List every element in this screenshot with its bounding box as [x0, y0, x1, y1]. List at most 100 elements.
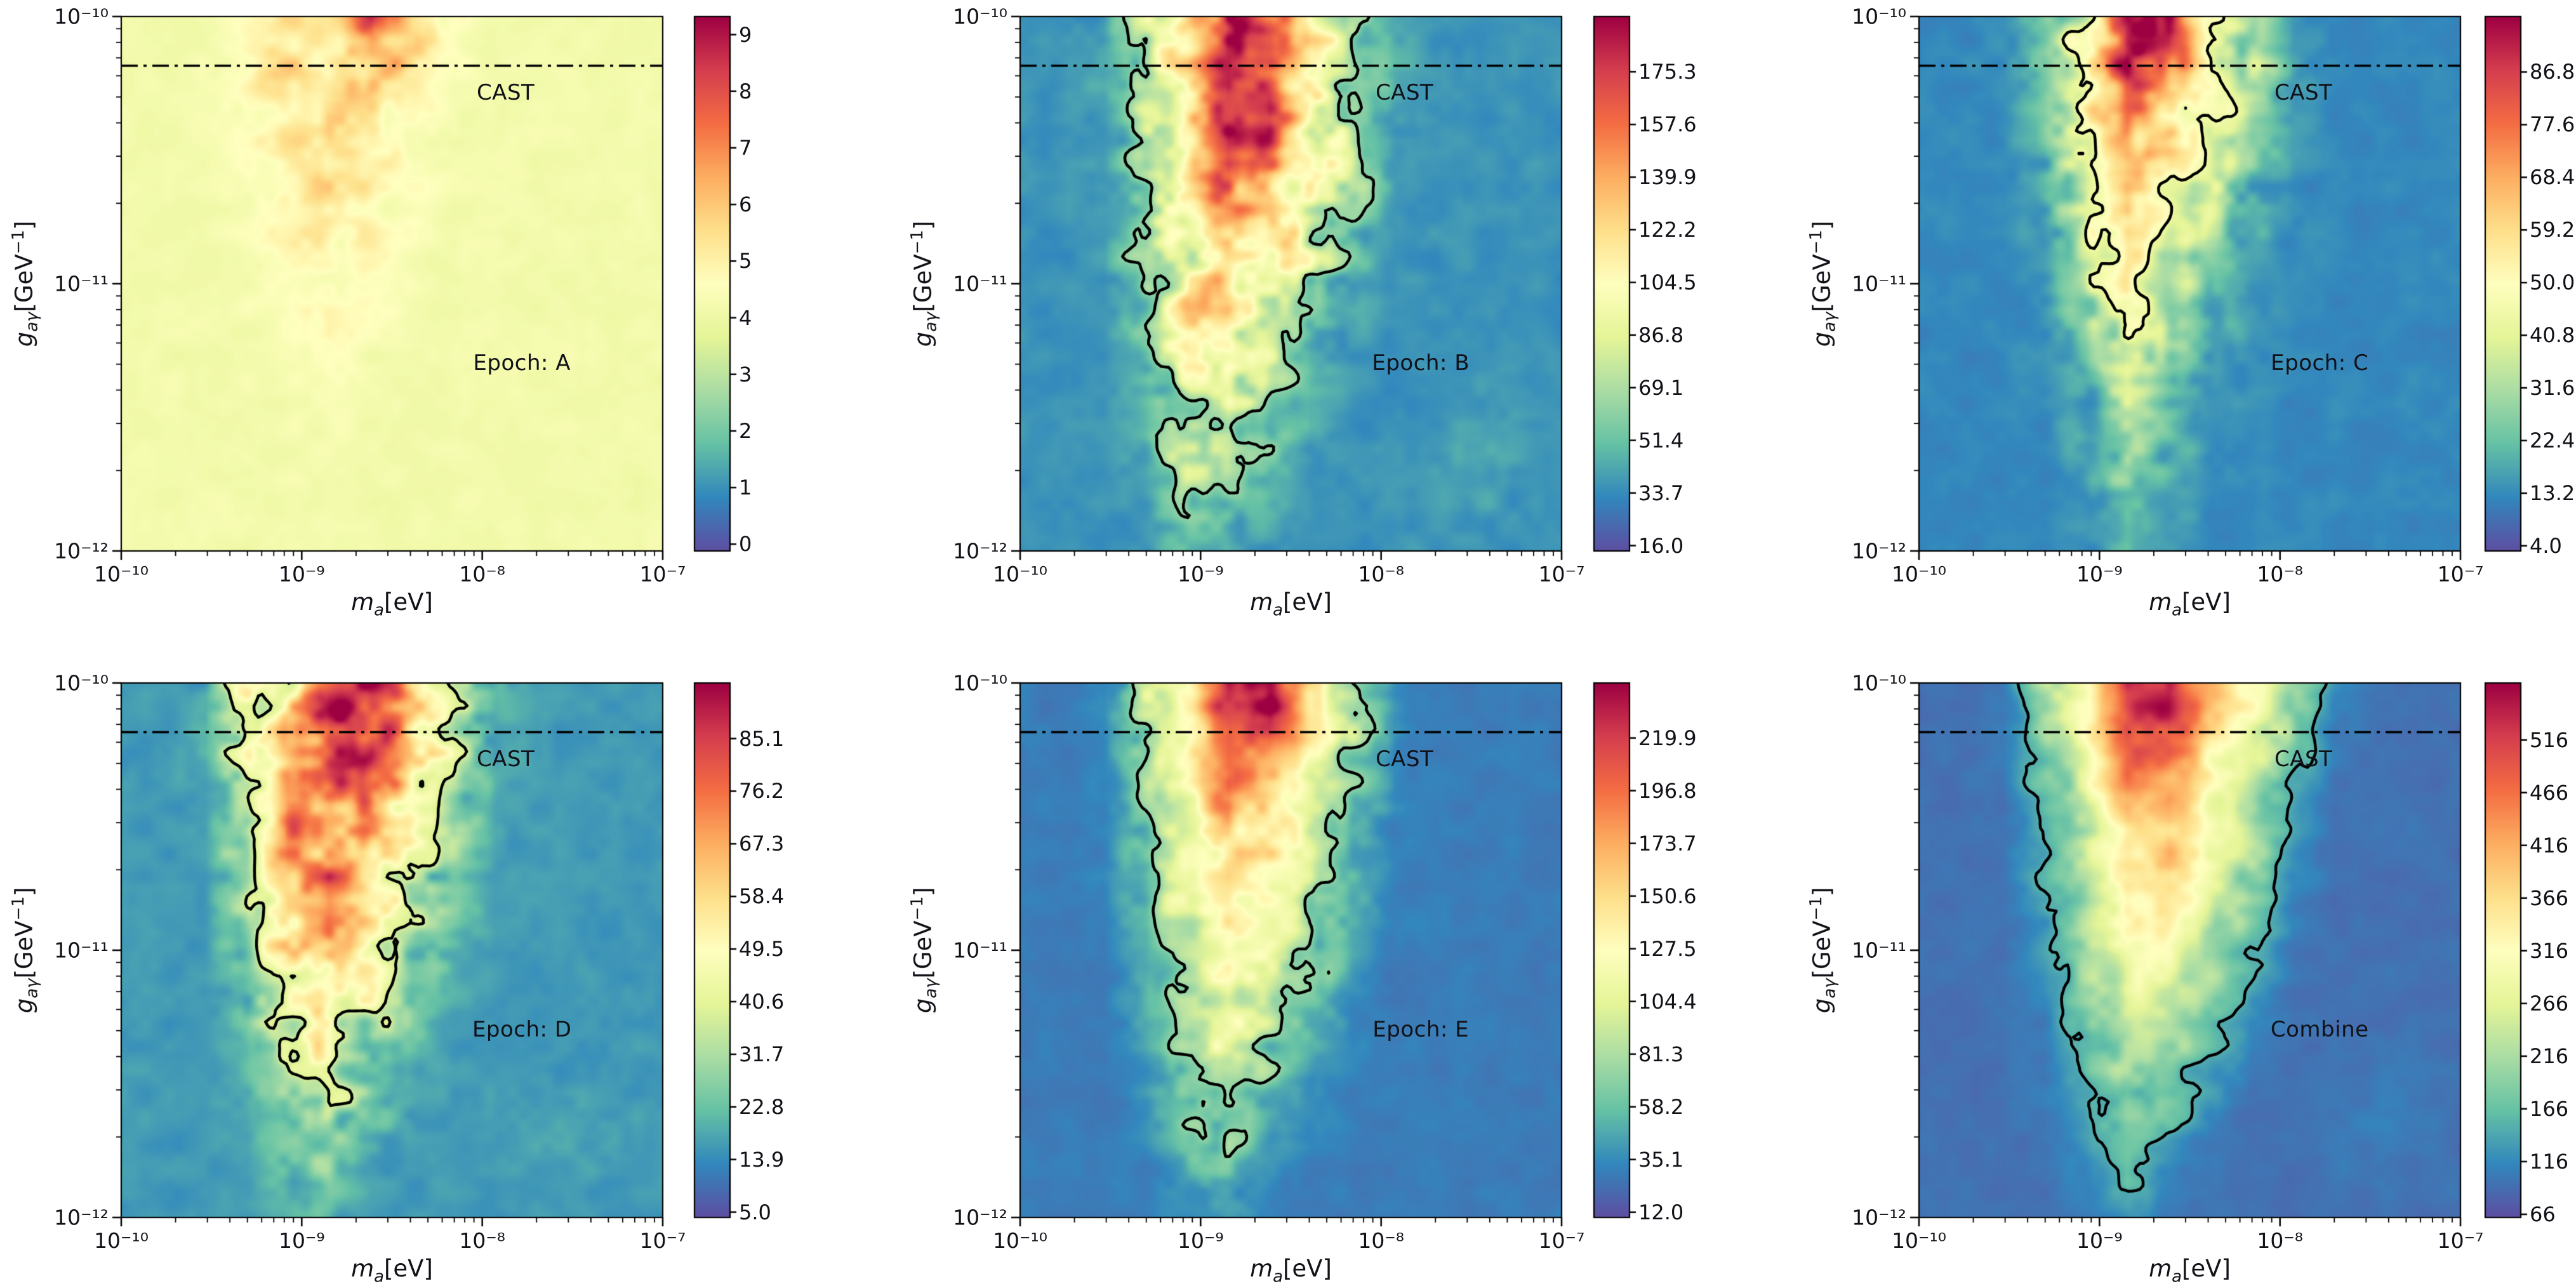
epoch-annotation-epoch-a: Epoch: A [473, 350, 571, 376]
colorbar-tick-label: 86.8 [2530, 60, 2575, 84]
y-tick-label: 10⁻¹⁰ [54, 4, 109, 29]
colorbar-tick-label: 31.6 [2530, 376, 2575, 401]
colorbar-tick-label: 4.0 [2530, 533, 2562, 558]
colorbar-tick-label: 22.4 [2530, 428, 2575, 453]
subplot-panel-epoch-c: gaγ[GeV−1] ma[eV] CAST Epoch: C 10⁻¹⁰ 10⁻… [1717, 0, 2576, 642]
colorbar-tick-label: 13.9 [739, 1147, 785, 1172]
heatmap-canvas-epoch-a [0, 0, 859, 642]
y-tick-label: 10⁻¹² [953, 538, 1007, 564]
colorbar-tick-label: 51.4 [1638, 428, 1684, 453]
y-tick-label: 10⁻¹⁰ [1852, 670, 1906, 696]
colorbar-tick-label: 416 [2530, 833, 2569, 858]
colorbar-tick-label: 69.1 [1638, 375, 1684, 400]
colorbar-tick-label: 13.2 [2530, 481, 2575, 505]
colorbar-tick-label: 59.2 [2530, 218, 2575, 242]
subplot-panel-combine: gaγ[GeV−1] ma[eV] CAST Combine 10⁻¹⁰ 10⁻⁹… [1717, 642, 2576, 1285]
x-tick-label: 10⁻⁹ [2076, 1228, 2123, 1253]
colorbar-tick-label: 33.7 [1638, 481, 1684, 505]
colorbar-tick-label: 76.2 [739, 779, 785, 804]
colorbar-tick-label: 104.4 [1638, 989, 1697, 1014]
x-tick-label: 10⁻¹⁰ [94, 562, 149, 587]
colorbar-tick-label: 9 [739, 22, 752, 47]
colorbar-tick-label: 16.0 [1638, 533, 1684, 558]
x-axis-label: ma[eV] [2149, 1255, 2231, 1286]
colorbar-tick-label: 67.3 [739, 832, 785, 856]
subplot-panel-epoch-d: gaγ[GeV−1] ma[eV] CAST Epoch: D 10⁻¹⁰ 10⁻… [0, 642, 859, 1285]
y-tick-label: 10⁻¹⁰ [1852, 4, 1906, 29]
x-axis-label: ma[eV] [351, 588, 433, 620]
colorbar-tick-label: 175.3 [1638, 60, 1697, 84]
epoch-annotation-epoch-d: Epoch: D [472, 1016, 572, 1042]
colorbar-tick-label: 40.8 [2530, 323, 2575, 348]
cast-annotation: CAST [476, 746, 535, 772]
heatmap-canvas-epoch-d [0, 642, 859, 1285]
colorbar-tick-label: 5 [739, 249, 752, 274]
x-tick-label: 10⁻⁷ [1538, 1228, 1585, 1253]
colorbar-tick-label: 77.6 [2530, 112, 2575, 137]
y-axis-label: gaγ[GeV−1] [9, 220, 42, 347]
colorbar-tick-label: 35.1 [1638, 1147, 1684, 1172]
colorbar-tick-label: 196.8 [1638, 778, 1697, 803]
colorbar-tick-label: 5.0 [739, 1200, 771, 1224]
x-tick-label: 10⁻⁸ [459, 562, 506, 587]
x-tick-label: 10⁻¹⁰ [1892, 562, 1946, 587]
subplot-panel-epoch-b: gaγ[GeV−1] ma[eV] CAST Epoch: B 10⁻¹⁰ 10⁻… [859, 0, 1718, 642]
x-tick-label: 10⁻⁹ [278, 1228, 325, 1253]
colorbar-tick-label: 104.5 [1638, 270, 1697, 295]
cast-annotation: CAST [2274, 79, 2333, 105]
colorbar-tick-label: 22.8 [739, 1094, 785, 1119]
colorbar-tick-label: 0 [739, 532, 752, 557]
x-tick-label: 10⁻⁹ [2076, 562, 2123, 587]
y-axis-label: gaγ[GeV−1] [9, 887, 42, 1014]
y-tick-label: 10⁻¹⁰ [953, 4, 1007, 29]
colorbar-tick-label: 122.2 [1638, 217, 1697, 242]
heatmap-canvas-combine [1717, 642, 2576, 1285]
x-tick-label: 10⁻¹⁰ [94, 1228, 149, 1253]
y-tick-label: 10⁻¹¹ [953, 271, 1007, 296]
x-axis-label: ma[eV] [1250, 588, 1332, 620]
y-tick-label: 10⁻¹¹ [54, 271, 109, 296]
y-tick-label: 10⁻¹⁰ [953, 670, 1007, 696]
y-tick-label: 10⁻¹² [54, 1205, 109, 1230]
colorbar-tick-label: 2 [739, 418, 752, 443]
colorbar-tick-label: 58.2 [1638, 1094, 1684, 1119]
colorbar-tick-label: 50.0 [2530, 270, 2575, 295]
colorbar-tick-label: 266 [2530, 991, 2569, 1016]
y-tick-label: 10⁻¹⁰ [54, 670, 109, 696]
cast-annotation: CAST [1375, 746, 1434, 772]
x-tick-label: 10⁻⁹ [1177, 1228, 1224, 1253]
x-tick-label: 10⁻⁸ [1358, 562, 1405, 587]
epoch-annotation-epoch-b: Epoch: B [1372, 350, 1470, 376]
x-tick-label: 10⁻⁷ [2437, 562, 2484, 587]
epoch-annotation-epoch-c: Epoch: C [2271, 350, 2369, 376]
colorbar-tick-label: 66 [2530, 1202, 2556, 1227]
x-axis-label: ma[eV] [1250, 1255, 1332, 1286]
colorbar-tick-label: 366 [2530, 885, 2569, 910]
y-axis-label: gaγ[GeV−1] [908, 220, 941, 347]
colorbar-tick-label: 58.4 [739, 884, 785, 909]
colorbar-tick-label: 127.5 [1638, 936, 1697, 961]
y-tick-label: 10⁻¹² [54, 538, 109, 564]
x-tick-label: 10⁻⁷ [2437, 1228, 2484, 1253]
colorbar-tick-label: 40.6 [739, 990, 785, 1014]
y-axis-label: gaγ[GeV−1] [1807, 887, 1840, 1014]
x-tick-label: 10⁻⁷ [1538, 562, 1585, 587]
colorbar-tick-label: 81.3 [1638, 1042, 1684, 1066]
x-axis-label: ma[eV] [351, 1255, 433, 1286]
colorbar-tick-label: 139.9 [1638, 165, 1697, 190]
x-tick-label: 10⁻¹⁰ [1892, 1228, 1946, 1253]
colorbar-tick-label: 466 [2530, 780, 2569, 805]
colorbar-tick-label: 6 [739, 192, 752, 217]
colorbar-tick-label: 157.6 [1638, 112, 1697, 137]
colorbar-tick-label: 150.6 [1638, 884, 1697, 908]
colorbar-tick-label: 116 [2530, 1149, 2569, 1174]
y-axis-label: gaγ[GeV−1] [1807, 220, 1840, 347]
colorbar-tick-label: 316 [2530, 938, 2569, 963]
x-tick-label: 10⁻⁸ [2257, 562, 2304, 587]
colorbar-tick-label: 85.1 [739, 726, 785, 751]
x-tick-label: 10⁻¹⁰ [993, 1228, 1047, 1253]
heatmap-canvas-epoch-e [859, 642, 1718, 1285]
x-tick-label: 10⁻⁷ [639, 562, 686, 587]
colorbar-tick-label: 7 [739, 135, 752, 160]
